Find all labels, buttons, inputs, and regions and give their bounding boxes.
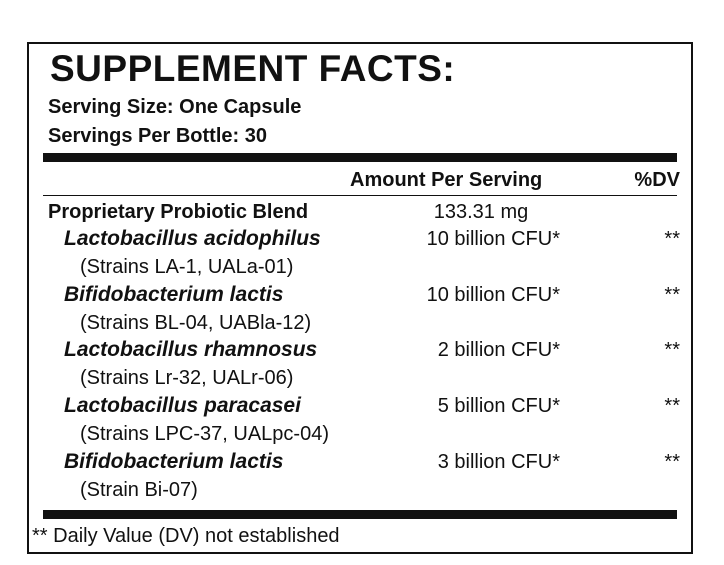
ingredient-amount: 10 billion CFU* [426, 284, 560, 306]
header-divider [43, 195, 677, 196]
ingredient-row: Bifidobacterium lactis 10 billion CFU* *… [0, 281, 724, 309]
strain-row: (Strains BL-04, UABla-12) [0, 309, 724, 337]
dv-column-header: %DV [634, 169, 680, 191]
strain-row: (Strain Bi-07) [0, 476, 724, 504]
ingredient-dv: ** [664, 395, 680, 417]
ingredient-dv: ** [664, 339, 680, 361]
blend-name: Proprietary Probiotic Blend [48, 201, 309, 223]
amount-column-header: Amount Per Serving [350, 169, 543, 191]
ingredient-name: Lactobacillus paracasei [64, 394, 301, 417]
ingredient-row: Lactobacillus paracasei 5 billion CFU* *… [0, 392, 724, 420]
strain-row: (Strains LA-1, UALa-01) [0, 253, 724, 281]
ingredient-strains: (Strains LPC-37, UALpc-04) [80, 423, 329, 445]
servings-per-bottle: Servings Per Bottle: 30 [48, 125, 267, 147]
strain-row: (Strains Lr-32, UALr-06) [0, 364, 724, 392]
ingredient-row: Lactobacillus rhamnosus 2 billion CFU* *… [0, 336, 724, 364]
ingredient-amount: 10 billion CFU* [426, 228, 560, 250]
ingredient-name: Lactobacillus acidophilus [64, 227, 321, 250]
strain-row: (Strains LPC-37, UALpc-04) [0, 420, 724, 448]
ingredient-amount: 2 billion CFU* [437, 339, 560, 361]
ingredient-dv: ** [664, 451, 680, 473]
ingredient-dv: ** [664, 228, 680, 250]
ingredient-strains: (Strains LA-1, UALa-01) [80, 256, 294, 278]
ingredient-name: Bifidobacterium lactis [64, 450, 284, 473]
panel-title: SUPPLEMENT FACTS: [50, 48, 456, 89]
serving-size: Serving Size: One Capsule [48, 96, 302, 118]
ingredient-name: Bifidobacterium lactis [64, 283, 284, 306]
ingredient-strains: (Strain Bi-07) [80, 479, 198, 501]
ingredient-amount: 3 billion CFU* [437, 451, 560, 473]
ingredient-amount: 5 billion CFU* [437, 395, 560, 417]
thick-divider-top [43, 153, 677, 162]
ingredient-name: Lactobacillus rhamnosus [64, 338, 318, 361]
ingredient-row: Lactobacillus acidophilus 10 billion CFU… [0, 225, 724, 253]
thick-divider-bottom [43, 510, 677, 519]
ingredient-strains: (Strains BL-04, UABla-12) [80, 312, 312, 334]
ingredient-strains: (Strains Lr-32, UALr-06) [80, 367, 294, 389]
blend-row: Proprietary Probiotic Blend 133.31 mg [0, 198, 724, 226]
ingredient-dv: ** [664, 284, 680, 306]
blend-amount: 133.31 mg [433, 201, 529, 223]
ingredient-row: Bifidobacterium lactis 3 billion CFU* ** [0, 448, 724, 476]
footnote: ** Daily Value (DV) not established [32, 525, 340, 547]
supplement-facts-panel [27, 42, 693, 554]
